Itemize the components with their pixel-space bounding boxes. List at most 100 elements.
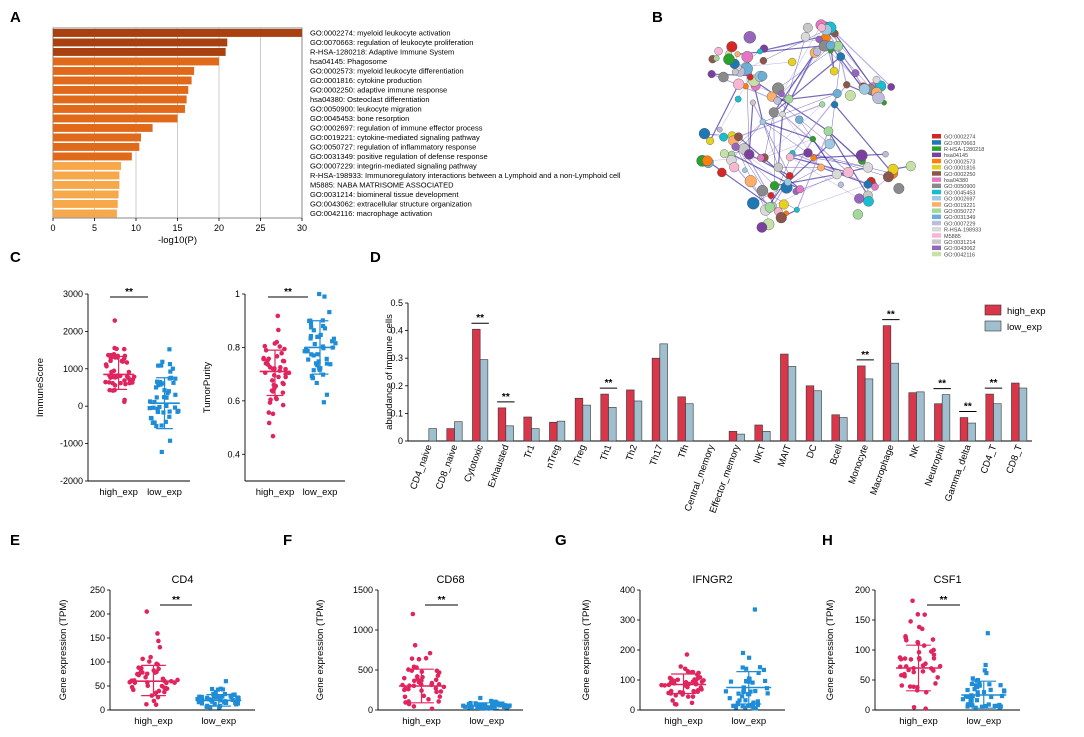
- y-tick-label: 0: [78, 401, 83, 411]
- data-point-high: [672, 701, 678, 707]
- network-node: [810, 154, 817, 162]
- network-node: [773, 162, 784, 173]
- data-point-high: [130, 377, 136, 382]
- x-category-label: NK: [907, 443, 922, 460]
- data-point-low: [311, 328, 316, 333]
- data-point-high: [156, 638, 161, 644]
- data-point-high: [670, 698, 675, 703]
- data-point-high: [415, 676, 420, 682]
- network-node: [784, 178, 792, 186]
- bar-low-NKT: [762, 431, 771, 442]
- network-node: [757, 154, 765, 162]
- data-point-low: [155, 409, 161, 415]
- y-tick-label: 300: [620, 615, 635, 625]
- data-point-low: [197, 694, 202, 699]
- legend-label-b: M5885: [944, 234, 961, 240]
- significance-marker: **: [887, 310, 895, 321]
- data-point-low: [740, 650, 746, 656]
- network-node: [767, 192, 775, 199]
- network-node: [793, 206, 800, 213]
- network-node: [723, 53, 735, 66]
- bar-low-DC: [813, 390, 822, 442]
- data-point-low: [215, 687, 221, 692]
- y-axis-label: Gene expression (TPM): [825, 600, 836, 701]
- x-category-label: Th17: [648, 443, 666, 467]
- data-point-low: [468, 700, 473, 706]
- network-node: [785, 153, 795, 162]
- bar-a-19: [53, 209, 117, 218]
- data-point-high: [283, 371, 288, 377]
- network-node: [731, 68, 739, 76]
- data-point-low: [751, 700, 756, 705]
- y-tick-label: 150: [855, 615, 870, 625]
- data-point-low: [737, 698, 742, 703]
- data-point-high: [685, 694, 691, 699]
- data-point-low: [321, 400, 326, 405]
- legend-label-b: GO:0070663: [944, 141, 976, 147]
- data-point-low: [969, 698, 974, 703]
- y-tick-label: 200: [620, 645, 635, 655]
- data-point-low: [478, 695, 483, 701]
- network-node: [795, 115, 804, 124]
- network-node: [713, 55, 720, 62]
- bar-a-4: [53, 67, 195, 75]
- network-edge: [762, 121, 814, 140]
- data-point-low: [152, 399, 157, 405]
- data-point-high: [690, 669, 696, 675]
- term-label: GO:0050727: regulation of inflammatory r…: [310, 142, 476, 151]
- x-category-label: low_exp: [147, 487, 182, 498]
- legend-swatch-b: [932, 196, 941, 201]
- legend-label-b: GO:0050727: [944, 209, 976, 215]
- term-label: GO:0045453: bone resorption: [310, 114, 409, 123]
- network-node: [872, 75, 881, 84]
- data-point-high: [148, 654, 153, 660]
- x-tick-label: 30: [297, 223, 307, 233]
- data-point-low: [321, 323, 326, 329]
- data-point-low: [324, 356, 329, 361]
- y-tick-label: 0.5: [390, 298, 403, 308]
- x-category-label: low_exp: [469, 716, 504, 727]
- legend-label-b: GO:0045453: [944, 190, 976, 196]
- network-node: [756, 222, 768, 233]
- legend-label-b: R-HSA-198933: [944, 228, 981, 234]
- network-edge: [807, 152, 889, 178]
- data-point-low: [965, 687, 970, 693]
- network-node: [882, 171, 894, 183]
- legend-label-b: hsa04145: [944, 153, 968, 159]
- significance-marker: **: [861, 350, 869, 361]
- bar-high-CD8_T: [1011, 382, 1020, 442]
- data-point-high: [118, 380, 123, 386]
- bar-a-16: [53, 181, 120, 189]
- data-point-low: [217, 695, 222, 700]
- data-point-high: [279, 350, 284, 356]
- network-node: [819, 101, 826, 108]
- network-node: [734, 51, 741, 58]
- network-node: [815, 35, 823, 43]
- network-node: [742, 167, 748, 173]
- bar-high-NKT: [754, 424, 763, 442]
- network-node: [726, 41, 738, 53]
- data-point-high: [409, 656, 415, 661]
- data-point-low: [490, 701, 495, 706]
- legend-label-b: GO:0001816: [944, 166, 976, 172]
- data-point-high: [144, 609, 150, 614]
- data-point-low: [999, 693, 1005, 699]
- data-point-low: [745, 703, 751, 708]
- bar-low-Exhausted: [505, 425, 514, 442]
- data-point-high: [920, 669, 926, 674]
- network-node: [778, 90, 785, 98]
- term-label: GO:0070663: regulation of leukocyte prol…: [310, 38, 473, 47]
- term-label: GO:0002697: regulation of immune effecto…: [310, 123, 483, 132]
- data-point-high: [144, 671, 150, 677]
- significance-marker: **: [964, 402, 972, 413]
- data-point-high: [675, 677, 681, 683]
- data-point-high: [437, 694, 443, 699]
- data-point-low: [998, 683, 1003, 688]
- bar-low-CD8_naive: [454, 421, 463, 442]
- network-node: [717, 167, 727, 178]
- data-point-low: [974, 698, 980, 703]
- data-point-high: [110, 380, 115, 386]
- data-point-low: [213, 694, 219, 699]
- y-tick-label: 200: [855, 585, 870, 595]
- data-point-low: [308, 336, 313, 341]
